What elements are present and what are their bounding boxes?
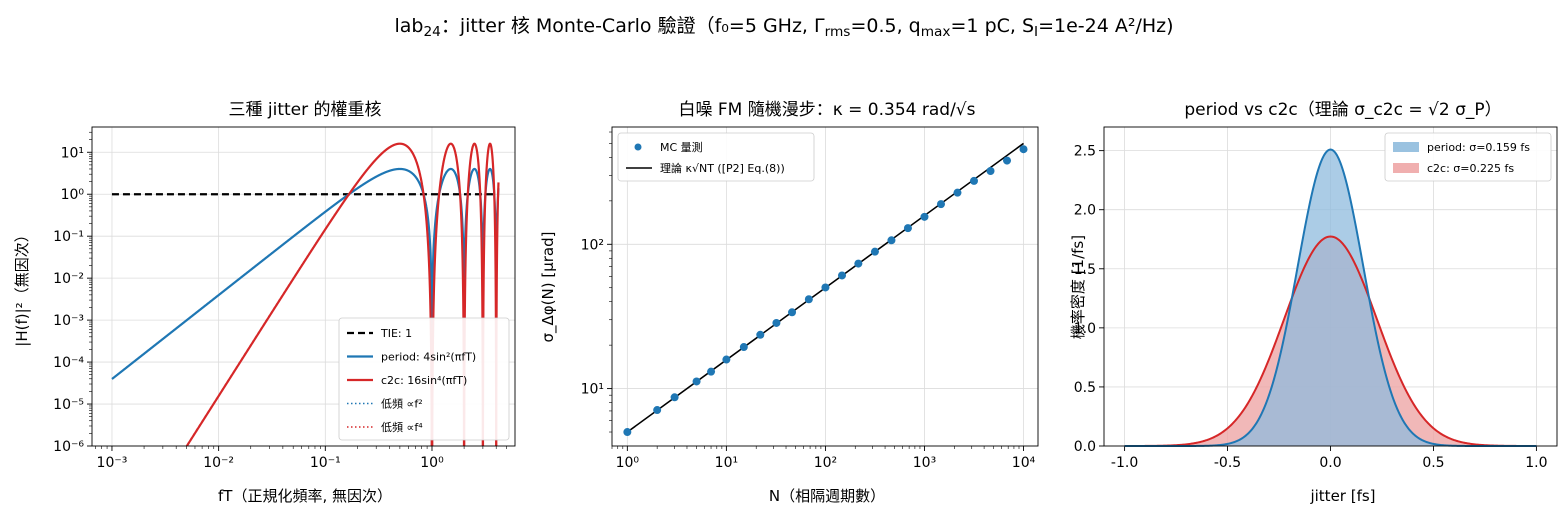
x-tick-label: -0.5 xyxy=(1214,455,1241,471)
panel1-ylabel: σ_Δφ(N) [μrad] xyxy=(539,232,558,343)
legend-label-1: period: 4sin²(πfT) xyxy=(381,351,476,364)
panel2-ylabel: 機率密度 [1/fs] xyxy=(1069,235,1087,339)
y-tick-label: 10² xyxy=(581,237,604,253)
panel1-frame xyxy=(611,126,1039,447)
mc-point xyxy=(854,259,863,268)
mc-point xyxy=(653,406,662,415)
y-tick-label: 10¹ xyxy=(61,145,84,161)
panel1-title: 白噪 FM 隨機漫步：κ = 0.354 rad/√s xyxy=(678,100,975,120)
legend-swatch-1 xyxy=(1393,163,1419,173)
x-tick-label: 10⁻² xyxy=(203,455,234,471)
mc-point xyxy=(986,167,995,175)
mc-point xyxy=(739,343,748,352)
mc-point xyxy=(772,318,781,327)
panel1-axes: 10⁰ 10¹ 10² 10³ 10⁴ 10¹ 10² xyxy=(581,127,1038,471)
random-walk-panel: 白噪 FM 隨機漫步：κ = 0.354 rad/√s N（相隔週期數） σ_Δ… xyxy=(539,100,1039,505)
x-tick-label: 0.5 xyxy=(1422,455,1444,471)
series-line-2 xyxy=(185,142,500,446)
mc-point xyxy=(903,224,912,233)
x-tick-label: 1.0 xyxy=(1525,455,1547,471)
legend-label-1: c2c: σ=0.225 fs xyxy=(1427,162,1514,175)
mc-point xyxy=(1019,145,1028,154)
legend-box xyxy=(617,132,815,182)
mc-point xyxy=(1003,156,1012,165)
panel0-legend: TIE: 1 period: 4sin²(πfT) c2c: 16sin⁴(πfT)… xyxy=(338,317,510,441)
weight-kernel-panel: 三種 jitter 的權重核 fT（正規化頻率, 無因次） |H(f)|²（無因… xyxy=(13,100,516,505)
mc-point xyxy=(707,367,716,376)
legend-label-4: 低頻 ∝f⁴ xyxy=(381,420,423,434)
x-tick-label: 10² xyxy=(814,455,837,471)
legend-label-mc: MC 量測 xyxy=(660,140,703,154)
mc-point xyxy=(722,355,731,364)
panel0-ylabel: |H(f)|²（無因次） xyxy=(13,227,31,346)
mc-point xyxy=(970,176,978,185)
mc-point xyxy=(887,236,896,245)
y-tick-label: 10⁻⁶ xyxy=(53,439,84,455)
panel2-frame xyxy=(1103,126,1558,447)
mc-point xyxy=(692,377,701,386)
y-tick-label: 10⁻³ xyxy=(53,313,84,329)
legend-label-2: c2c: 16sin⁴(πfT) xyxy=(381,374,467,387)
legend-swatch-mc xyxy=(634,143,642,151)
y-tick-label: 0.5 xyxy=(1074,380,1096,396)
legend-box xyxy=(338,317,510,441)
y-tick-label: 10⁻⁴ xyxy=(53,355,84,371)
pdf-line-1 xyxy=(1124,235,1537,447)
legend-label-0: period: σ=0.159 fs xyxy=(1427,141,1530,154)
panel2-legend: period: σ=0.159 fs c2c: σ=0.225 fs xyxy=(1384,132,1552,182)
mc-point xyxy=(670,393,679,402)
x-tick-label: 10³ xyxy=(913,455,936,471)
series-line-1 xyxy=(111,167,500,446)
figure-suptitle: lab24​：jitter 核 Monte-Carlo 驗證（f₀=5 GHz,… xyxy=(394,15,1173,40)
x-tick-label: 10⁻³ xyxy=(97,455,128,471)
distribution-panel: period vs c2c（理論 σ_c2c = √2 σ_P） jitter … xyxy=(1069,100,1558,505)
mc-point xyxy=(936,200,945,209)
mc-point xyxy=(788,308,797,317)
mc-point xyxy=(920,212,929,221)
panel0-frame xyxy=(91,126,516,447)
panel2-title: period vs c2c（理論 σ_c2c = √2 σ_P） xyxy=(1184,100,1501,120)
legend-swatch-0 xyxy=(1393,142,1419,152)
x-tick-label: 10⁻¹ xyxy=(310,455,341,471)
mc-point xyxy=(838,271,847,280)
x-tick-label: -1.0 xyxy=(1111,455,1138,471)
x-tick-label: 10¹ xyxy=(715,455,738,471)
mc-point xyxy=(870,247,879,256)
pdf-fill-0 xyxy=(1124,149,1537,446)
x-tick-label: 10⁰ xyxy=(616,455,640,471)
x-tick-label: 10⁴ xyxy=(1012,455,1036,471)
panel0-title: 三種 jitter 的權重核 xyxy=(228,100,381,120)
panel2-xlabel: jitter [fs] xyxy=(1309,487,1375,505)
y-tick-label: 2.0 xyxy=(1074,203,1096,219)
mc-point xyxy=(821,283,830,292)
y-tick-label: 2.5 xyxy=(1074,144,1096,160)
y-tick-label: 1.0 xyxy=(1074,321,1096,337)
legend-label-3: 低頻 ∝f² xyxy=(381,397,423,411)
mc-point xyxy=(756,330,765,339)
legend-label-theory: 理論 κ√NT ([P2] Eq.(8)) xyxy=(660,161,785,175)
y-tick-label: 0.0 xyxy=(1074,439,1096,455)
y-tick-label: 10⁰ xyxy=(61,187,85,203)
y-tick-label: 1.5 xyxy=(1074,262,1096,278)
x-tick-label: 0.0 xyxy=(1319,455,1341,471)
mc-point xyxy=(953,188,962,197)
panel1-xlabel: N（相隔週期數） xyxy=(769,487,885,505)
mc-point xyxy=(804,295,813,304)
legend-box xyxy=(1384,132,1552,182)
y-tick-label: 10⁻⁵ xyxy=(53,397,84,413)
y-tick-label: 10⁻² xyxy=(53,271,84,287)
panel0-xlabel: fT（正規化頻率, 無因次） xyxy=(218,487,392,505)
legend-label-0: TIE: 1 xyxy=(380,327,412,340)
x-tick-label: 10⁰ xyxy=(420,455,444,471)
y-tick-label: 10¹ xyxy=(581,382,604,398)
y-tick-label: 10⁻¹ xyxy=(53,229,84,245)
mc-point xyxy=(623,428,632,437)
